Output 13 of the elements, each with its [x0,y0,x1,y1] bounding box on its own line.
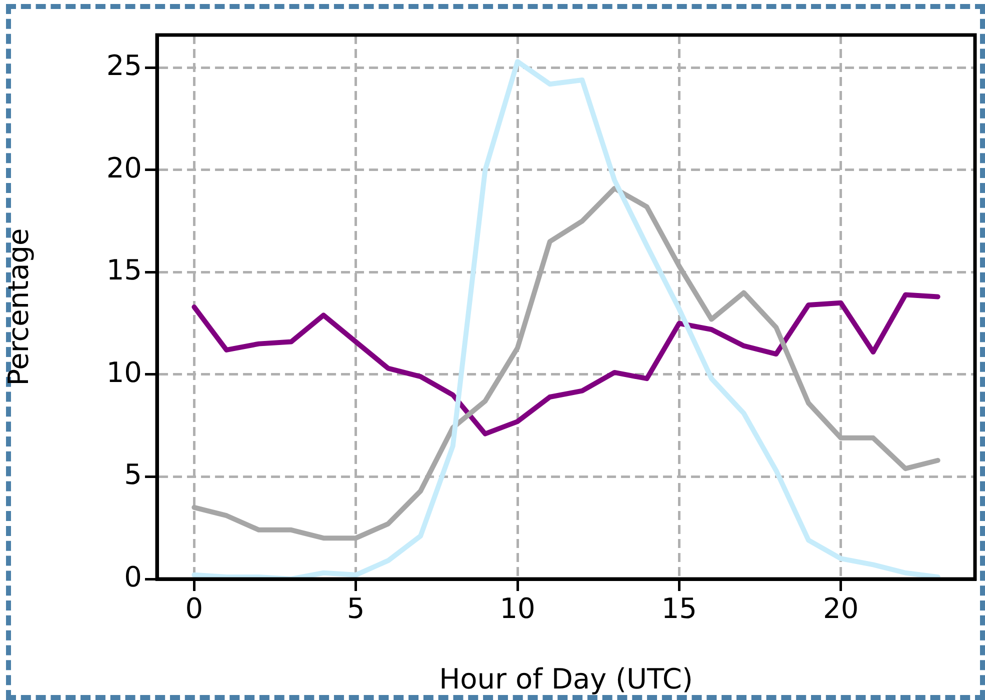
y-tick-label: 0 [124,560,142,594]
x-tick-label: 5 [346,592,365,626]
y-tick-label: 20 [106,151,142,184]
y-tick-label: 10 [106,356,142,389]
x-tick-label: 20 [823,592,859,626]
x-axis-title: Hour of Day (UTC) [439,662,693,696]
y-axis-title: Percentage [2,228,36,386]
y-tick-label: 15 [106,254,142,287]
x-tick-label: 15 [661,592,697,626]
x-tick-label: 0 [185,592,204,626]
x-tick-label: 10 [500,592,536,626]
y-tick-label: 25 [106,49,142,82]
y-tick-label: 5 [124,458,142,492]
